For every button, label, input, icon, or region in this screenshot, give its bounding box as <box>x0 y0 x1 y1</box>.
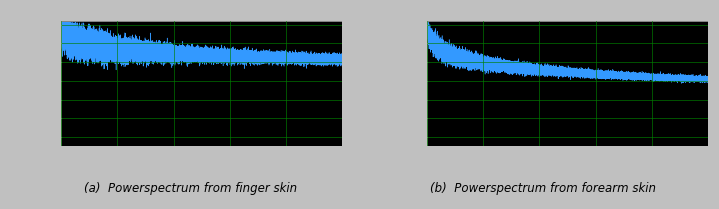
X-axis label: Freqency  Hz: Freqency Hz <box>532 162 603 172</box>
Y-axis label: Power Spectrum dB: Power Spectrum dB <box>391 36 401 132</box>
Y-axis label: Power Spectrum dB: Power Spectrum dB <box>25 36 35 132</box>
Text: (a)  Powerspectrum from finger skin: (a) Powerspectrum from finger skin <box>84 182 297 195</box>
Text: (b)  Powerspectrum from forearm skin: (b) Powerspectrum from forearm skin <box>430 182 656 195</box>
X-axis label: Freqency  Hz: Freqency Hz <box>166 162 237 172</box>
